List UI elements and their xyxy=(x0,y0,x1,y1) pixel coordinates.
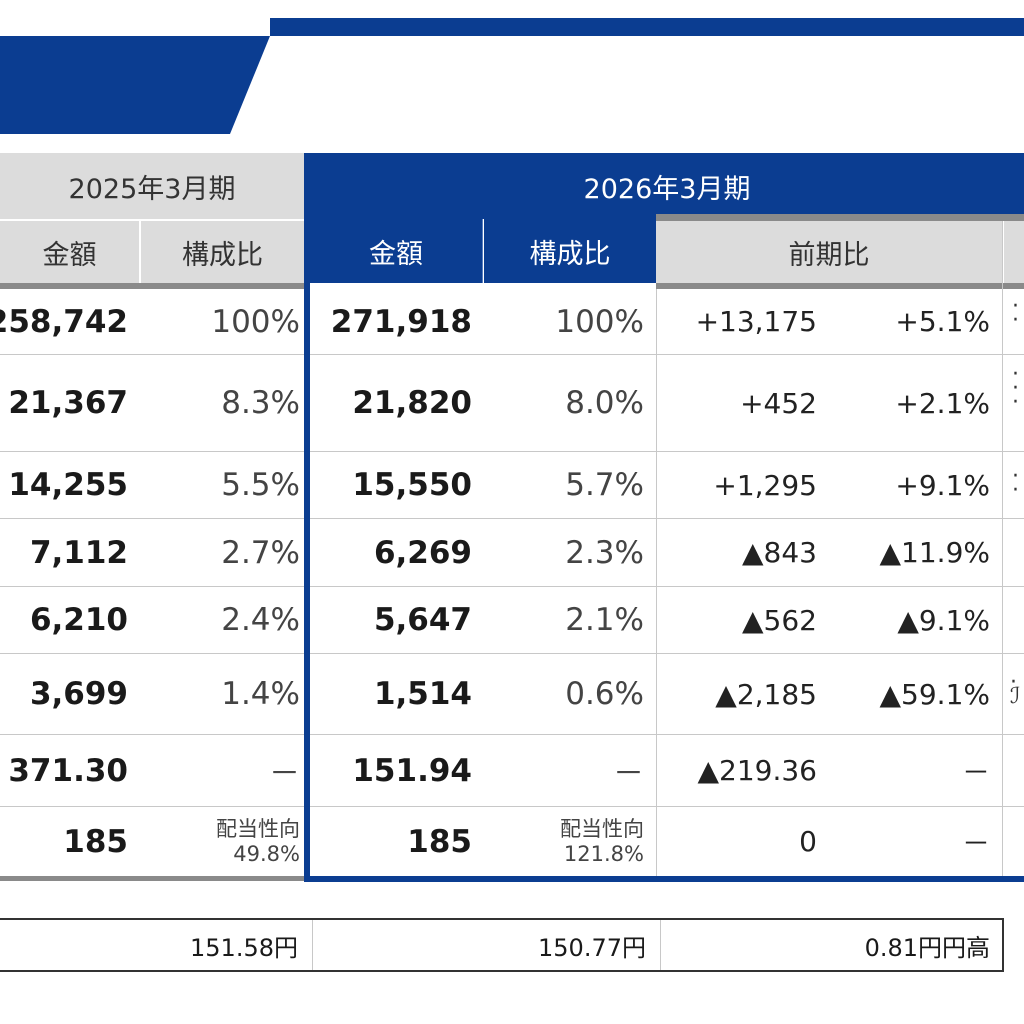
prev-amount: 14,255 xyxy=(8,467,128,503)
period-prev-header: 2025年3月期 xyxy=(0,153,304,219)
prev-amount: 371.30 xyxy=(8,752,128,789)
cur-ratio: 8.0% xyxy=(565,385,644,421)
row-divider xyxy=(0,653,1024,654)
yoy-diff: +13,175 xyxy=(695,305,817,338)
table-bottom-rule xyxy=(0,876,304,881)
prev-ratio-header: 構成比 xyxy=(141,221,304,283)
prev-amount: 258,742 xyxy=(0,303,128,340)
row-divider xyxy=(0,451,1024,452)
row-divider xyxy=(0,586,1024,587)
cur-amount: 21,820 xyxy=(352,385,472,421)
cur-amount: 271,918 xyxy=(330,303,472,340)
yoy-pct: +5.1% xyxy=(895,305,990,338)
prev-payout-ratio: 49.8% xyxy=(233,841,300,866)
yoy-diff: ▲2,185 xyxy=(715,677,817,711)
cur-payout-cell: 配当性向 121.8% xyxy=(484,807,644,876)
yoy-diff: 0 xyxy=(799,825,817,858)
cur-ratio: － xyxy=(613,756,644,792)
header-rule-left xyxy=(0,283,304,289)
prev-ratio: 8.3% xyxy=(221,385,300,421)
prev-amount: 6,210 xyxy=(29,602,128,638)
prev-amount: 185 xyxy=(63,823,128,860)
cur-payout-ratio: 121.8% xyxy=(563,841,644,866)
period-cur-header: 2026年3月期 xyxy=(310,153,1024,219)
prev-amount: 7,112 xyxy=(29,534,128,571)
cur-ratio: 2.3% xyxy=(565,534,644,571)
payout-label: 配当性向 xyxy=(560,817,644,842)
yoy-diff: ▲219.36 xyxy=(697,754,817,787)
header-rule-right xyxy=(656,283,1024,289)
prev-amount: 3,699 xyxy=(29,676,128,712)
fx-cur: 150.77円 xyxy=(538,933,646,962)
banner-shape xyxy=(0,36,270,134)
row-divider xyxy=(0,806,1024,807)
yoy-pct: ▲59.1% xyxy=(879,677,990,711)
col-divider xyxy=(482,219,483,283)
yoy-diff: +452 xyxy=(740,386,817,420)
col-divider xyxy=(656,289,657,876)
cur-amount: 185 xyxy=(407,823,472,860)
yoy-diff: ▲562 xyxy=(742,603,817,637)
prev-amount-header: 金額 xyxy=(0,221,139,283)
cur-ratio: 5.7% xyxy=(565,467,644,503)
fx-divider xyxy=(312,920,313,970)
row-divider xyxy=(0,518,1024,519)
fx-prev: 151.58円 xyxy=(190,933,298,962)
current-period-frame-left xyxy=(304,153,310,881)
current-period-frame-bottom xyxy=(304,876,1024,882)
clipped-note-marks: · · · xyxy=(1012,362,1019,415)
col-divider xyxy=(139,221,140,283)
cur-amount: 15,550 xyxy=(352,467,472,503)
yoy-header: 前期比 xyxy=(656,221,1002,283)
yoy-pct: － xyxy=(961,755,990,789)
prev-ratio: 2.7% xyxy=(221,534,300,571)
yoy-header-top-rule xyxy=(656,214,1024,221)
yoy-pct: ▲11.9% xyxy=(879,536,990,569)
yoy-pct: － xyxy=(961,826,990,860)
cur-amount: 1,514 xyxy=(373,676,472,712)
yoy-pct: +9.1% xyxy=(895,468,990,502)
cur-ratio-header: 構成比 xyxy=(484,219,656,283)
clipped-note-marks: · · xyxy=(1012,294,1019,333)
cur-ratio: 0.6% xyxy=(565,676,644,712)
prev-ratio: － xyxy=(269,756,300,792)
clipped-note-marks: · ℐ xyxy=(1010,670,1021,709)
yoy-pct: +2.1% xyxy=(895,386,990,420)
clipped-note-marks: · · xyxy=(1012,464,1019,503)
yoy-diff: +1,295 xyxy=(713,468,817,502)
prev-amount: 21,367 xyxy=(8,385,128,421)
cur-amount-header: 金額 xyxy=(310,219,482,283)
prev-ratio: 1.4% xyxy=(221,676,300,712)
prev-ratio: 2.4% xyxy=(221,602,300,638)
payout-label: 配当性向 xyxy=(216,817,300,842)
cur-amount: 151.94 xyxy=(352,752,472,789)
col-divider xyxy=(1002,221,1003,876)
banner-top-stripe xyxy=(270,18,1024,36)
cur-amount: 5,647 xyxy=(373,602,472,638)
prev-ratio: 100% xyxy=(211,303,300,340)
fx-divider xyxy=(660,920,661,970)
fx-rate-row xyxy=(0,918,1004,972)
row-divider xyxy=(0,354,1024,355)
row-divider xyxy=(0,734,1024,735)
yoy-diff: ▲843 xyxy=(742,536,817,569)
yoy-pct: ▲9.1% xyxy=(897,603,990,637)
cur-ratio: 2.1% xyxy=(565,602,644,638)
cur-ratio: 100% xyxy=(555,303,644,340)
fx-diff: 0.81円円高 xyxy=(864,933,990,962)
notes-header xyxy=(1004,221,1024,283)
cur-amount: 6,269 xyxy=(373,534,472,571)
prev-ratio: 5.5% xyxy=(221,467,300,503)
prev-payout-cell: 配当性向 49.8% xyxy=(141,807,300,876)
